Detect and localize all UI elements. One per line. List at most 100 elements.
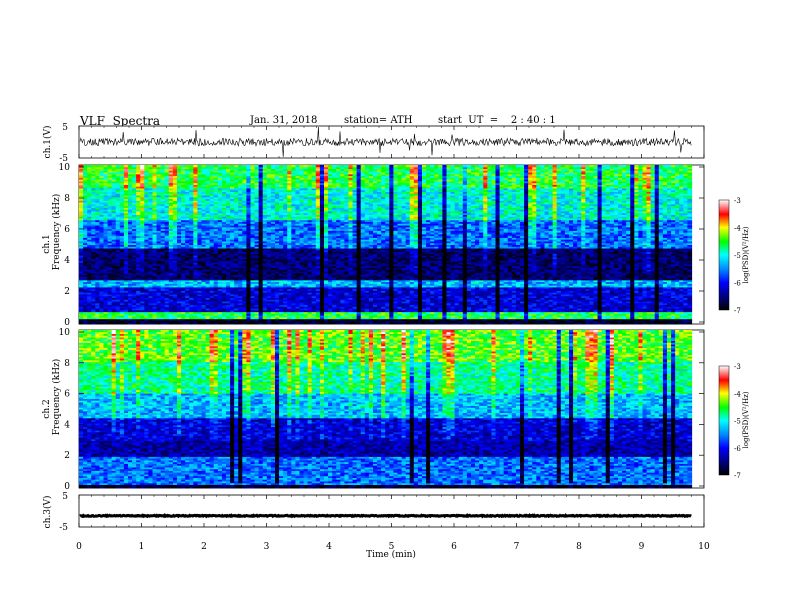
- spectrogram-cell: [152, 193, 158, 196]
- spectrogram-cell: [140, 242, 145, 245]
- spectrogram-cell: [119, 202, 125, 205]
- spectrogram-cell: [107, 179, 113, 182]
- spectrogram-cell: [160, 281, 166, 284]
- spectrogram-cell: [172, 286, 178, 290]
- spectrogram-cell: [87, 248, 92, 251]
- spectrogram-cell: [111, 179, 117, 182]
- spectrogram-cell: [193, 170, 199, 173]
- spectrogram-cell: [177, 216, 182, 219]
- spectrogram-cell: [119, 235, 125, 238]
- spectrogram-cell: [91, 203, 96, 207]
- spectrogram-cell: [119, 285, 125, 288]
- spectrogram-cell: [79, 304, 84, 307]
- spectrogram-cell: [99, 283, 105, 286]
- spectrogram-cell: [193, 226, 199, 230]
- spectrogram-cell: [103, 177, 109, 180]
- spectrogram-cell: [128, 198, 133, 201]
- spectrogram-cell: [111, 187, 117, 191]
- spectrogram-cell: [168, 200, 174, 203]
- spectrogram-cell: [185, 166, 190, 170]
- spectrogram-cell: [103, 292, 109, 295]
- spectrogram-cell: [197, 198, 203, 201]
- spectrogram-cell: [95, 297, 101, 300]
- spectrogram-cell: [111, 292, 117, 295]
- spectrogram-cell: [181, 276, 186, 279]
- spectrogram-cell: [107, 244, 113, 247]
- spectrogram-cell: [148, 180, 154, 184]
- spectrogram-cell: [132, 219, 137, 223]
- spectrogram-cell: [119, 179, 125, 182]
- spectrogram-cell: [144, 274, 150, 277]
- spectrogram-cell: [164, 311, 170, 314]
- spectrogram-cell: [79, 301, 84, 304]
- spectrogram-cell: [115, 240, 121, 244]
- spectrogram-cell: [144, 311, 150, 314]
- spectrogram-cell: [148, 256, 154, 260]
- spectrogram-cell: [123, 184, 129, 187]
- spectrogram-cell: [128, 225, 133, 228]
- spectrogram-cell: [123, 242, 129, 245]
- spectrogram-cell: [87, 288, 92, 291]
- spectrogram-cell: [164, 223, 170, 226]
- spectrogram-cell: [136, 189, 141, 192]
- spectrogram-cell: [164, 297, 170, 300]
- spectrogram-cell: [140, 216, 145, 219]
- spectrogram-cell: [123, 207, 129, 210]
- spectrogram-cell: [136, 207, 141, 210]
- spectrogram-cell: [103, 255, 109, 258]
- spectrogram-cell: [197, 200, 203, 203]
- spectrogram-cell: [111, 226, 117, 230]
- spectrogram-cell: [152, 274, 158, 277]
- spectrogram-cell: [91, 223, 96, 226]
- spectrogram-cell: [91, 218, 96, 221]
- spectrogram-cell: [160, 276, 166, 279]
- spectrogram-cell: [95, 177, 101, 180]
- spectrogram-cell: [144, 166, 150, 170]
- spectrogram-cell: [193, 209, 199, 212]
- spectrogram-cell: [95, 302, 101, 306]
- spectrogram-cell: [128, 301, 133, 304]
- spectrogram-cell: [177, 256, 182, 260]
- spectrogram-cell: [160, 232, 166, 235]
- spectrogram-cell: [87, 218, 92, 221]
- spectrogram-cell: [185, 246, 190, 249]
- spectrogram-cell: [160, 189, 166, 192]
- spectrogram-cell: [83, 186, 88, 189]
- spectrogram-cell: [156, 205, 162, 208]
- spectrogram-cell: [197, 175, 203, 178]
- spectrogram-cell: [103, 260, 109, 263]
- spectrogram-cell: [136, 223, 141, 226]
- spectrogram-cell: [119, 271, 125, 274]
- spectrogram-cell: [140, 184, 145, 187]
- spectrogram-cell: [91, 228, 96, 231]
- spectrogram-cell: [201, 165, 207, 168]
- spectrogram-cell: [128, 265, 133, 268]
- spectrogram-cell: [115, 308, 121, 311]
- spectrogram-cell: [148, 297, 154, 300]
- spectrogram-cell: [115, 293, 121, 297]
- spectrogram-cell: [140, 175, 145, 178]
- spectrogram-cell: [156, 276, 162, 279]
- spectrogram-cell: [119, 189, 125, 192]
- spectrogram-cell: [283, 165, 288, 168]
- spectrogram-cell: [91, 265, 96, 268]
- spectrogram-cell: [111, 293, 117, 297]
- spectrogram-cell: [144, 304, 150, 307]
- spectrogram-cell: [128, 165, 133, 168]
- spectrogram-cell: [107, 180, 113, 184]
- spectrogram-cell: [144, 309, 150, 313]
- spectrogram-cell: [156, 278, 162, 281]
- spectrogram-cell: [87, 311, 92, 314]
- spectrogram-cell: [83, 232, 88, 235]
- spectrogram-cell: [140, 313, 145, 316]
- spectrogram-cell: [132, 177, 137, 180]
- spectrogram-cell: [128, 191, 133, 194]
- spectrogram-cell: [172, 193, 178, 196]
- spectrogram-cell: [123, 246, 129, 249]
- spectrogram-cell: [107, 221, 113, 224]
- spectrogram-cell: [156, 186, 162, 189]
- spectrogram-cell: [123, 308, 129, 311]
- spectrogram-cell: [156, 191, 162, 194]
- spectrogram-cell: [132, 244, 137, 247]
- spectrogram-cell: [177, 221, 182, 224]
